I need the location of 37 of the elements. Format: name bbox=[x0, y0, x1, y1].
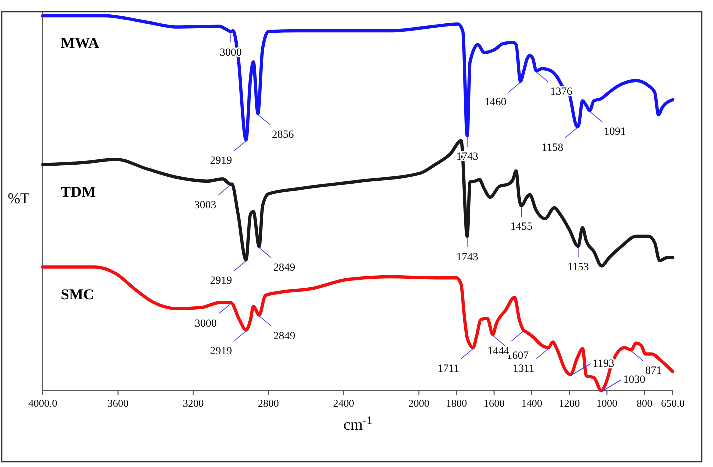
annotation: 3003 bbox=[194, 199, 217, 212]
series-label: TDM bbox=[61, 184, 96, 201]
x-tick-label: 650.0 bbox=[661, 399, 685, 410]
annotation: 2919 bbox=[210, 275, 233, 288]
x-axis-title: cm$^{-1}$ bbox=[344, 415, 372, 434]
x-tick-label: 2400 bbox=[333, 399, 354, 410]
annotation: 1030 bbox=[624, 374, 646, 386]
annotation: 1091 bbox=[604, 126, 626, 138]
series-label: SMC bbox=[61, 287, 94, 304]
annotation: 1711 bbox=[438, 362, 460, 375]
x-tick-label: 1400 bbox=[521, 399, 542, 410]
annotation: 2849 bbox=[273, 330, 296, 342]
x-tick-label: 2000 bbox=[408, 399, 430, 410]
annotation: 1153 bbox=[568, 262, 590, 274]
series-label: MWA bbox=[61, 36, 100, 52]
x-tick-label: 800 bbox=[636, 399, 653, 410]
annotation: 1460 bbox=[484, 96, 508, 109]
x-tick-label: 3200 bbox=[182, 399, 204, 410]
x-tick-label: 1800 bbox=[446, 399, 468, 410]
x-tick-label: 1600 bbox=[484, 399, 505, 410]
x-tick-label: 4000.0 bbox=[28, 399, 58, 410]
annotation: 2919 bbox=[210, 155, 233, 168]
x-tick-label: 1000 bbox=[596, 399, 618, 410]
x-tick-label: 1200 bbox=[559, 399, 580, 410]
y-axis-title: %T bbox=[8, 192, 30, 208]
annotation: 1444 bbox=[488, 345, 510, 358]
annotation: 1311 bbox=[513, 362, 535, 375]
x-tick-label: 3600 bbox=[108, 399, 129, 410]
annotation: 2849 bbox=[273, 262, 296, 274]
annotation: 1743 bbox=[456, 252, 479, 264]
x-tick-label: 2800 bbox=[258, 399, 280, 410]
annotation: 2856 bbox=[272, 128, 295, 141]
annotation: 1455 bbox=[510, 221, 534, 234]
annotation: 871 bbox=[645, 365, 662, 378]
annotation: 2919 bbox=[210, 345, 233, 358]
annotation: 3000 bbox=[195, 318, 218, 330]
annotation: 1158 bbox=[542, 142, 564, 154]
